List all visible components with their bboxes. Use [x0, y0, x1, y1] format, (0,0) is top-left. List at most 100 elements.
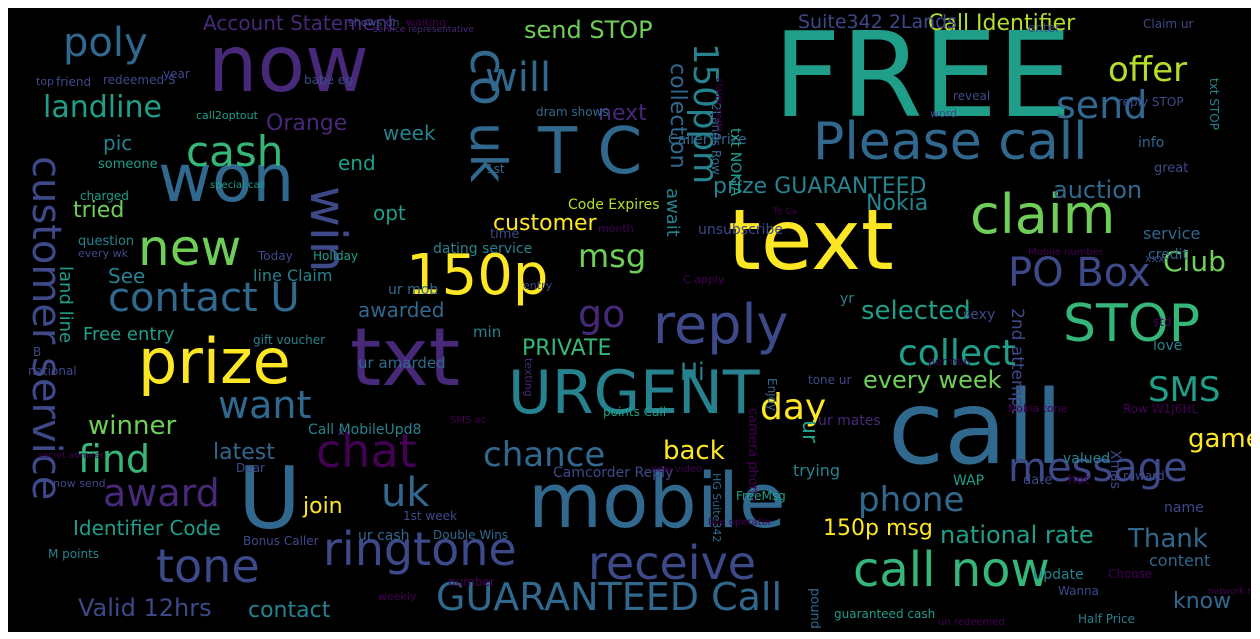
- word-u: U: [238, 449, 301, 549]
- word-winner: winner: [88, 411, 177, 441]
- word-call: call: [888, 369, 1064, 488]
- word-new: new: [138, 219, 242, 277]
- word-ur-amarded: ur amarded: [358, 354, 446, 372]
- word-nokia: Nokia: [866, 191, 929, 216]
- word-weekly: weekly: [378, 590, 417, 603]
- word-send: send: [1056, 83, 1148, 127]
- word-babe-eg: babe eg: [304, 73, 353, 87]
- word-word: word: [930, 107, 958, 120]
- word-every-wk: every wk: [78, 247, 128, 260]
- word-back: back: [663, 436, 725, 466]
- word-sms: SMS: [1148, 370, 1221, 410]
- word-claim-code: claim code: [713, 78, 724, 133]
- word-reply-stop: reply STOP: [1118, 95, 1184, 109]
- word-charged: charged: [80, 189, 129, 203]
- word-unsubscribe: unsubscribe: [698, 222, 783, 238]
- word-texting: texting: [522, 358, 535, 397]
- word-cash: cash: [186, 127, 284, 176]
- word-half-price: Half Price: [1078, 612, 1136, 626]
- word-poly: poly: [63, 20, 148, 66]
- word-chat: chat: [316, 424, 417, 478]
- word-2nd-attempt: 2nd attempt: [1007, 308, 1027, 415]
- word-reward: reward: [1123, 469, 1165, 483]
- word-awarded: awarded: [358, 298, 445, 322]
- word-service: service: [1143, 224, 1201, 243]
- word-b: B: [33, 345, 42, 359]
- word-shows-un: shows un: [348, 16, 400, 29]
- word-ur-mob: ur mob: [388, 282, 439, 298]
- word-xmas: Xmas: [1107, 450, 1123, 490]
- word-suite342-2lands: Suite342 2Lands: [798, 11, 958, 33]
- word-std: std: [1153, 315, 1172, 329]
- word-secret-admirer: secret admirer: [38, 451, 104, 461]
- word-prize: prize: [138, 325, 291, 398]
- word-dram-shows: dram shows: [536, 105, 609, 119]
- word-text: text: [728, 191, 894, 289]
- word-sexy: sexy: [963, 307, 996, 323]
- word-enter: enter: [1028, 21, 1061, 35]
- word-min: min: [473, 323, 502, 341]
- word-txt-stop: txt STOP: [1207, 78, 1221, 130]
- word-msg: msg: [578, 237, 647, 275]
- word-opt: opt: [373, 201, 406, 225]
- word-update: Update: [1033, 567, 1084, 583]
- word-thank: Thank: [1128, 524, 1208, 554]
- word-guaranteed-call: GUARANTEED Call: [436, 575, 783, 619]
- word-double-wins: Double Wins: [433, 528, 509, 542]
- word-camera-phone: camera phone: [745, 408, 760, 502]
- word-selected: selected: [861, 296, 971, 326]
- word-great: great: [1154, 161, 1189, 176]
- word-name: name: [1164, 500, 1204, 516]
- word-now: now: [208, 20, 369, 110]
- word-enjoy: Enjoy: [765, 378, 779, 411]
- word-holiday: Holiday: [313, 249, 359, 263]
- word-1st: 1st: [486, 162, 505, 176]
- word-info: info: [1138, 135, 1165, 151]
- word-pic: pic: [103, 131, 133, 155]
- word-camcorder-reply: Camcorder Reply: [553, 465, 674, 481]
- word-service-representative: service representative: [373, 25, 474, 35]
- word-game: game: [1188, 424, 1251, 454]
- word-customer: customer: [493, 211, 597, 236]
- word-will: will: [485, 55, 552, 101]
- word-line-claim: line Claim: [253, 266, 333, 285]
- word-free: FREE: [773, 8, 1072, 144]
- word-mobile: mobile: [528, 456, 786, 545]
- word-auction: auction: [1053, 176, 1143, 204]
- word-caller-prize: Caller Prize: [668, 132, 747, 148]
- word-xxx: xxx: [1145, 252, 1165, 265]
- word-waiting: waiting: [406, 16, 447, 29]
- word-go: go: [578, 292, 626, 336]
- word-won: won: [158, 140, 295, 217]
- word-ringtone: ringtone: [323, 522, 517, 576]
- word-number: number: [448, 575, 495, 589]
- word-phone: phone: [858, 480, 965, 520]
- word-chance: chance: [483, 435, 606, 475]
- word-c-apply: C apply: [683, 273, 725, 286]
- word-prize-guaranteed: prize GUARANTEED: [713, 174, 927, 199]
- word-receive: receive: [588, 536, 757, 590]
- word-latest: latest: [213, 440, 275, 465]
- word-top: top: [36, 75, 55, 88]
- word-dear: Dear: [236, 461, 265, 475]
- word-end: end: [338, 151, 376, 175]
- word-next: next: [598, 101, 647, 126]
- word-per-min: per min: [928, 355, 971, 368]
- word-month: month: [598, 222, 634, 235]
- word-credit: credit: [1148, 247, 1189, 263]
- word-po-box: PO Box: [1008, 250, 1151, 296]
- word-trying: trying: [793, 461, 841, 480]
- word-t-c: T C: [538, 115, 643, 189]
- word-today: Today: [258, 249, 293, 263]
- word-wanna: Wanna: [1058, 584, 1100, 598]
- word-find: find: [78, 437, 151, 481]
- word-to-ca: To Ca: [773, 207, 798, 217]
- word-freemsg: FreeMsg: [736, 489, 786, 503]
- word-content: content: [1149, 551, 1211, 570]
- word-award: award: [103, 471, 220, 515]
- word-pound: pound: [807, 588, 822, 629]
- word-account-statement: Account Statement: [203, 11, 396, 35]
- word-row-w1j6hl: Row W1J6HL: [1123, 402, 1199, 416]
- word-want: want: [218, 383, 312, 427]
- word-x: x: [338, 425, 345, 438]
